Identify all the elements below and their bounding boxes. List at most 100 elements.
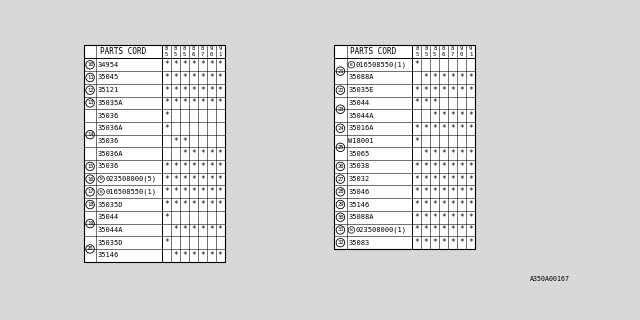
Text: 7: 7 xyxy=(200,52,204,57)
Text: 35035E: 35035E xyxy=(348,87,374,93)
Text: *: * xyxy=(451,73,455,82)
Text: 15: 15 xyxy=(87,164,93,169)
Text: 35032: 35032 xyxy=(348,176,369,182)
Text: *: * xyxy=(164,124,169,133)
Text: N: N xyxy=(100,177,102,181)
Text: 8: 8 xyxy=(192,46,195,52)
Text: 29: 29 xyxy=(337,202,344,207)
Text: *: * xyxy=(415,162,419,171)
Text: *: * xyxy=(182,98,187,108)
Text: 19: 19 xyxy=(87,221,93,226)
Text: *: * xyxy=(191,73,196,82)
Text: *: * xyxy=(173,98,178,108)
Text: *: * xyxy=(468,73,473,82)
Text: 35121: 35121 xyxy=(98,87,119,93)
Text: *: * xyxy=(182,200,187,209)
Text: PARTS CORD: PARTS CORD xyxy=(100,47,146,56)
Text: *: * xyxy=(200,73,205,82)
Text: 9: 9 xyxy=(218,46,221,52)
Text: *: * xyxy=(451,149,455,158)
Text: *: * xyxy=(164,162,169,171)
Text: *: * xyxy=(182,187,187,196)
Text: *: * xyxy=(173,86,178,95)
Text: *: * xyxy=(182,73,187,82)
Text: *: * xyxy=(424,124,428,133)
Text: *: * xyxy=(209,60,214,69)
Text: *: * xyxy=(459,175,464,184)
Text: *: * xyxy=(424,149,428,158)
Text: 35146: 35146 xyxy=(348,202,369,208)
Text: *: * xyxy=(415,187,419,196)
Text: *: * xyxy=(218,73,222,82)
Text: *: * xyxy=(442,238,446,247)
Text: 9: 9 xyxy=(468,46,472,52)
Text: *: * xyxy=(442,225,446,235)
Text: 31: 31 xyxy=(337,228,344,232)
Text: *: * xyxy=(451,124,455,133)
Text: *: * xyxy=(451,86,455,95)
Text: *: * xyxy=(173,162,178,171)
Text: *: * xyxy=(191,98,196,108)
Text: 32: 32 xyxy=(337,240,344,245)
Text: *: * xyxy=(459,238,464,247)
Text: *: * xyxy=(459,124,464,133)
Text: *: * xyxy=(191,251,196,260)
Text: *: * xyxy=(209,73,214,82)
Text: *: * xyxy=(164,200,169,209)
Text: *: * xyxy=(200,200,205,209)
Text: *: * xyxy=(424,98,428,108)
Text: 8: 8 xyxy=(424,46,428,52)
Text: *: * xyxy=(191,162,196,171)
Text: *: * xyxy=(200,86,205,95)
Text: *: * xyxy=(442,187,446,196)
Bar xyxy=(84,45,225,262)
Text: *: * xyxy=(218,187,222,196)
Text: 023508000(1): 023508000(1) xyxy=(355,227,406,233)
Text: *: * xyxy=(468,162,473,171)
Text: A350A00167: A350A00167 xyxy=(530,276,570,282)
Text: *: * xyxy=(415,200,419,209)
Text: *: * xyxy=(209,225,214,235)
Text: *: * xyxy=(173,175,178,184)
Text: *: * xyxy=(164,86,169,95)
Text: *: * xyxy=(451,187,455,196)
Text: *: * xyxy=(218,60,222,69)
Text: 5: 5 xyxy=(183,52,186,57)
Text: *: * xyxy=(415,60,419,69)
Text: *: * xyxy=(468,86,473,95)
Text: 35088A: 35088A xyxy=(348,214,374,220)
Text: *: * xyxy=(209,200,214,209)
Text: *: * xyxy=(433,213,437,222)
Text: *: * xyxy=(459,86,464,95)
Text: 8: 8 xyxy=(183,46,186,52)
Text: *: * xyxy=(191,149,196,158)
Text: *: * xyxy=(433,187,437,196)
Text: *: * xyxy=(415,124,419,133)
Text: 18: 18 xyxy=(87,202,93,207)
Text: *: * xyxy=(433,175,437,184)
Text: 9: 9 xyxy=(460,46,463,52)
Text: *: * xyxy=(191,187,196,196)
Text: *: * xyxy=(451,200,455,209)
Text: 23: 23 xyxy=(337,107,344,112)
Text: *: * xyxy=(433,98,437,108)
Text: *: * xyxy=(459,162,464,171)
Bar xyxy=(334,45,475,249)
Text: 1: 1 xyxy=(218,52,221,57)
Text: 28: 28 xyxy=(337,189,344,194)
Text: 6: 6 xyxy=(192,52,195,57)
Text: *: * xyxy=(164,213,169,222)
Text: *: * xyxy=(424,162,428,171)
Text: *: * xyxy=(182,225,187,235)
Text: *: * xyxy=(424,175,428,184)
Text: 26: 26 xyxy=(337,164,344,169)
Text: 6: 6 xyxy=(442,52,445,57)
Text: *: * xyxy=(200,251,205,260)
Text: 27: 27 xyxy=(337,177,344,182)
Text: 5: 5 xyxy=(433,52,436,57)
Text: *: * xyxy=(415,213,419,222)
Text: *: * xyxy=(442,162,446,171)
Text: 5: 5 xyxy=(424,52,428,57)
Text: 35035D: 35035D xyxy=(98,240,124,246)
Text: *: * xyxy=(173,60,178,69)
